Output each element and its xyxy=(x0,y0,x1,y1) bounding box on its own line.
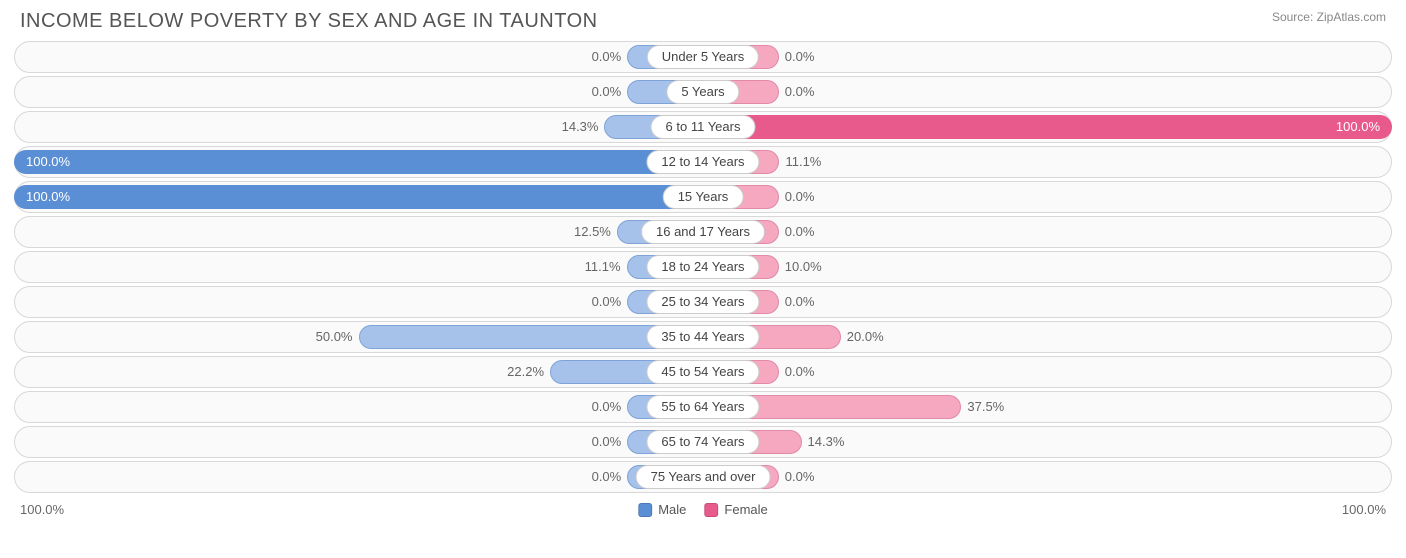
chart-row: 0.0% 37.5% 55 to 64 Years xyxy=(14,391,1392,423)
age-badge: 16 and 17 Years xyxy=(641,220,765,244)
legend: Male Female xyxy=(638,502,768,517)
male-value-label: 12.5% xyxy=(574,216,611,248)
axis-right-label: 100.0% xyxy=(1342,502,1386,517)
male-value-label: 0.0% xyxy=(592,426,622,458)
female-value-label: 0.0% xyxy=(785,181,815,213)
female-value-label: 100.0% xyxy=(1336,111,1380,143)
age-badge: 12 to 14 Years xyxy=(646,150,759,174)
female-value-label: 0.0% xyxy=(785,76,815,108)
age-badge: 5 Years xyxy=(666,80,739,104)
female-value-label: 37.5% xyxy=(967,391,1004,423)
male-value-label: 11.1% xyxy=(585,251,621,283)
female-bar xyxy=(703,115,1392,139)
male-value-label: 100.0% xyxy=(26,181,70,213)
legend-male-swatch xyxy=(638,503,652,517)
age-badge: 18 to 24 Years xyxy=(646,255,759,279)
female-value-label: 0.0% xyxy=(785,356,815,388)
age-badge: 75 Years and over xyxy=(636,465,771,489)
age-badge: 35 to 44 Years xyxy=(646,325,759,349)
female-value-label: 0.0% xyxy=(785,41,815,73)
chart-row: 11.1% 10.0% 18 to 24 Years xyxy=(14,251,1392,283)
chart-row: 0.0% 14.3% 65 to 74 Years xyxy=(14,426,1392,458)
chart-row: 100.0% 0.0% 15 Years xyxy=(14,181,1392,213)
male-value-label: 22.2% xyxy=(507,356,544,388)
legend-female-label: Female xyxy=(724,502,767,517)
male-value-label: 0.0% xyxy=(592,41,622,73)
male-value-label: 0.0% xyxy=(592,76,622,108)
legend-male: Male xyxy=(638,502,686,517)
legend-female-swatch xyxy=(704,503,718,517)
male-value-label: 0.0% xyxy=(592,286,622,318)
female-value-label: 0.0% xyxy=(785,286,815,318)
chart-source: Source: ZipAtlas.com xyxy=(1272,10,1386,24)
female-value-label: 11.1% xyxy=(785,146,821,178)
age-badge: 6 to 11 Years xyxy=(651,115,756,139)
legend-male-label: Male xyxy=(658,502,686,517)
male-bar xyxy=(14,185,703,209)
axis-left-label: 100.0% xyxy=(20,502,64,517)
chart-footer: 100.0% Male Female 100.0% xyxy=(0,496,1406,536)
age-badge: 45 to 54 Years xyxy=(646,360,759,384)
chart-title: INCOME BELOW POVERTY BY SEX AND AGE IN T… xyxy=(20,10,598,33)
chart-row: 0.0% 0.0% Under 5 Years xyxy=(14,41,1392,73)
age-badge: 65 to 74 Years xyxy=(646,430,759,454)
chart-row: 0.0% 0.0% 75 Years and over xyxy=(14,461,1392,493)
age-badge: 55 to 64 Years xyxy=(646,395,759,419)
chart-row: 22.2% 0.0% 45 to 54 Years xyxy=(14,356,1392,388)
male-value-label: 50.0% xyxy=(316,321,353,353)
female-value-label: 14.3% xyxy=(808,426,845,458)
chart-row: 100.0% 11.1% 12 to 14 Years xyxy=(14,146,1392,178)
male-value-label: 100.0% xyxy=(26,146,70,178)
legend-female: Female xyxy=(704,502,767,517)
age-badge: 15 Years xyxy=(663,185,744,209)
male-value-label: 0.0% xyxy=(592,391,622,423)
male-bar xyxy=(14,150,703,174)
chart-row: 0.0% 0.0% 5 Years xyxy=(14,76,1392,108)
female-value-label: 20.0% xyxy=(847,321,884,353)
chart-area: 0.0%0.0%Under 5 Years0.0%0.0%5 Years14.3… xyxy=(0,41,1406,493)
chart-row: 50.0% 20.0% 35 to 44 Years xyxy=(14,321,1392,353)
female-value-label: 0.0% xyxy=(785,216,815,248)
age-badge: Under 5 Years xyxy=(647,45,759,69)
female-value-label: 10.0% xyxy=(785,251,822,283)
chart-row: 14.3% 100.0% 6 to 11 Years xyxy=(14,111,1392,143)
age-badge: 25 to 34 Years xyxy=(646,290,759,314)
chart-row: 12.5% 0.0% 16 and 17 Years xyxy=(14,216,1392,248)
chart-row: 0.0% 0.0% 25 to 34 Years xyxy=(14,286,1392,318)
male-value-label: 0.0% xyxy=(592,461,622,493)
male-value-label: 14.3% xyxy=(562,111,599,143)
female-value-label: 0.0% xyxy=(785,461,815,493)
chart-header: INCOME BELOW POVERTY BY SEX AND AGE IN T… xyxy=(0,0,1406,41)
